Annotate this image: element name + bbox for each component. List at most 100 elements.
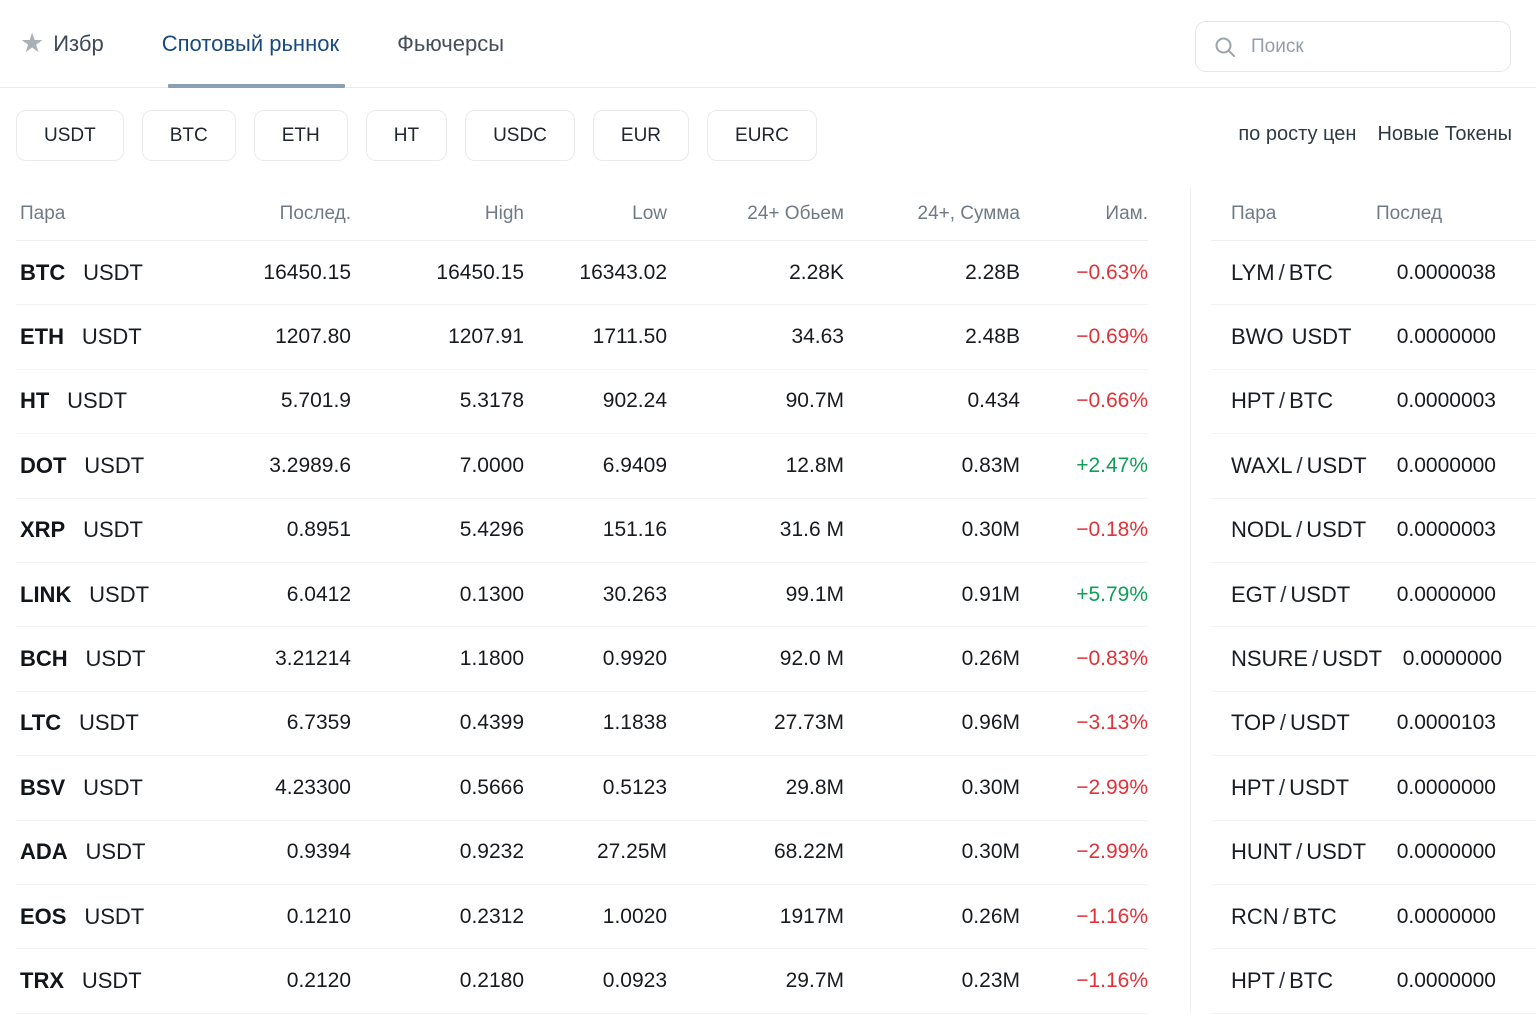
tab-spot-market[interactable]: Спотовый рьннок (162, 0, 346, 88)
pair-cell: BCH USDT (16, 646, 216, 672)
cell-change: −0.83% (1076, 647, 1148, 671)
cell-volume: 29.7M (785, 968, 844, 992)
table-row-ltc-usdt[interactable]: LTC USDT 6.7359 0.4399 1.1838 27.73M 0.9… (16, 692, 1148, 757)
pair-quote: USDT (67, 388, 128, 414)
cell-change: −0.66% (1076, 389, 1148, 413)
cell-sum: 0.26M (961, 904, 1020, 928)
pair-quote: USDT (89, 581, 150, 607)
side-pair: NODL / USDT (1231, 517, 1376, 543)
cell-change: +2.47% (1076, 453, 1148, 477)
cell-high: 0.1300 (459, 582, 524, 606)
cell-last: 0.9394 (286, 840, 351, 864)
side-pair: LYM / BTC (1231, 260, 1376, 286)
pair-separator: / (1312, 646, 1319, 672)
table-row-bch-usdt[interactable]: BCH USDT 3.21214 1.1800 0.9920 92.0 M 0.… (16, 627, 1148, 692)
cell-low: 1.0020 (602, 904, 667, 928)
table-row-link-usdt[interactable]: LINK USDT 6.0412 0.1300 30.263 99.1M 0.9… (16, 563, 1148, 628)
cell-sum: 0.30M (961, 840, 1020, 864)
table-row-bsv-usdt[interactable]: BSV USDT 4.23300 0.5666 0.5123 29.8M 0.3… (16, 756, 1148, 821)
filter-chip-eur[interactable]: EUR (592, 110, 690, 161)
pair-base: TRX (20, 967, 64, 993)
side-table-row-lym-btc[interactable]: LYM / BTC 0.0000038 (1211, 241, 1536, 306)
cell-change: −0.18% (1076, 518, 1148, 542)
pair-cell: LINK USDT (16, 582, 216, 608)
col-header-pair: Пара (20, 203, 66, 224)
filter-chip-usdt[interactable]: USDT (16, 110, 124, 161)
pair-cell: EOS USDT (16, 904, 216, 930)
filter-chip-usdc[interactable]: USDC (465, 110, 575, 161)
sort-by-price-growth[interactable]: по росту цен (1238, 123, 1357, 145)
side-table-row-bwo-usdt[interactable]: BWO USDT 0.0000000 (1211, 305, 1536, 370)
pair-quote: USDT (83, 774, 143, 800)
cell-high: 1.1800 (459, 647, 524, 671)
table-row-eos-usdt[interactable]: EOS USDT 0.1210 0.2312 1.0020 1917M 0.26… (16, 885, 1148, 950)
side-pair-quote: BTC (1288, 259, 1333, 285)
table-row-btc-usdt[interactable]: BTC USDT 16450.15 16450.15 16343.02 2.28… (16, 241, 1148, 306)
pair-separator: / (1282, 903, 1289, 929)
side-pair-base: HPT (1231, 388, 1275, 414)
side-table-row-waxl-usdt[interactable]: WAXL / USDT 0.0000000 (1211, 434, 1536, 499)
cell-volume: 1917M (779, 904, 844, 928)
side-table-row-nsure-usdt[interactable]: NSURE / USDT 0.0000000 (1211, 627, 1536, 692)
side-pair-base: WAXL (1231, 452, 1293, 478)
top-nav-bar: ★ Избр Спотовый рьннок Фьючерсы (0, 0, 1536, 88)
side-table-row-top-usdt[interactable]: TOP / USDT 0.0000103 (1211, 692, 1536, 757)
side-pair: TOP / USDT (1231, 710, 1376, 736)
cell-sum: 0.96M (961, 711, 1020, 735)
side-table-row-nodl-usdt[interactable]: NODL / USDT 0.0000003 (1211, 499, 1536, 563)
cell-low: 0.5123 (602, 775, 667, 799)
side-table-row-hpt-btc[interactable]: HPT / BTC 0.0000000 (1211, 949, 1536, 1014)
side-pair-base: TOP (1231, 710, 1276, 736)
pair-separator: / (1279, 967, 1286, 993)
pair-cell: BSV USDT (16, 775, 216, 801)
side-table-row-hunt-usdt[interactable]: HUNT / USDT 0.0000000 (1211, 821, 1536, 885)
side-cell-last: 0.0000000 (1396, 904, 1496, 928)
cell-low: 27.25M (596, 840, 667, 864)
col-header-volume: 24+ Обьем (747, 203, 844, 224)
table-row-ht-usdt[interactable]: HT USDT 5.701.9 5.3178 902.24 90.7M 0.43… (16, 370, 1148, 435)
favorites-tab[interactable]: ★ Избр (20, 30, 104, 57)
pair-base: BSV (20, 774, 66, 800)
main-market-table: Пара Послед. High Low 24+ Обьем 24+, Сум… (16, 188, 1148, 1014)
side-pair-base: HPT (1231, 774, 1275, 800)
pair-base: HT (20, 388, 50, 414)
side-pair-quote: BTC (1289, 388, 1334, 414)
filter-chip-btc[interactable]: BTC (141, 110, 236, 161)
pair-base: BTC (20, 259, 66, 285)
main-table-header: Пара Послед. High Low 24+ Обьем 24+, Сум… (16, 188, 1148, 241)
cell-low: 1711.50 (592, 325, 667, 349)
search-box[interactable] (1195, 21, 1511, 72)
side-table-row-egt-usdt[interactable]: EGT / USDT 0.0000000 (1211, 563, 1536, 628)
side-table-row-hpt-usdt[interactable]: HPT / USDT 0.0000000 (1211, 756, 1536, 821)
table-row-eth-usdt[interactable]: ETH USDT 1207.80 1207.91 1711.50 34.63 2… (16, 305, 1148, 370)
filter-chip-ht[interactable]: HT (365, 110, 448, 161)
filter-chips: USDT BTC ETH HT USDC EUR EURC (16, 110, 817, 161)
cell-high: 0.5666 (459, 775, 524, 799)
filter-chip-eth[interactable]: ETH (253, 110, 348, 161)
tab-futures[interactable]: Фьючерсы (397, 30, 505, 56)
cell-last: 6.0412 (286, 582, 351, 606)
search-input[interactable] (1249, 34, 1498, 59)
pair-cell: HT USDT (16, 388, 216, 414)
col-header-change: Иам. (1105, 203, 1148, 224)
side-table-row-hpt-btc[interactable]: HPT / BTC 0.0000003 (1211, 370, 1536, 435)
side-cell-last: 0.0000000 (1396, 453, 1496, 477)
side-table-row-rcn-btc[interactable]: RCN / BTC 0.0000000 (1211, 885, 1536, 950)
pair-cell: ADA USDT (16, 839, 216, 865)
table-row-xrp-usdt[interactable]: XRP USDT 0.8951 5.4296 151.16 31.6 M 0.3… (16, 499, 1148, 563)
side-col-header-pair: Пара (1231, 203, 1277, 224)
pair-cell: ETH USDT (16, 324, 216, 350)
filter-chip-eurc[interactable]: EURC (707, 110, 817, 161)
side-cell-last: 0.0000103 (1396, 711, 1496, 735)
table-row-ada-usdt[interactable]: ADA USDT 0.9394 0.9232 27.25M 68.22M 0.3… (16, 821, 1148, 885)
pair-base: ADA (20, 839, 68, 865)
table-row-trx-usdt[interactable]: TRX USDT 0.2120 0.2180 0.0923 29.7M 0.23… (16, 949, 1148, 1014)
star-icon[interactable]: ★ (20, 28, 45, 58)
side-pair-base: HUNT (1231, 839, 1293, 865)
side-pair: BWO USDT (1231, 324, 1376, 350)
table-row-dot-usdt[interactable]: DOT USDT 3.2989.6 7.0000 6.9409 12.8M 0.… (16, 434, 1148, 499)
sort-new-tokens[interactable]: Новые Токены (1377, 123, 1512, 145)
pair-quote: USDT (81, 324, 142, 350)
pair-base: BCH (20, 646, 68, 672)
pair-separator: / (1279, 388, 1286, 414)
